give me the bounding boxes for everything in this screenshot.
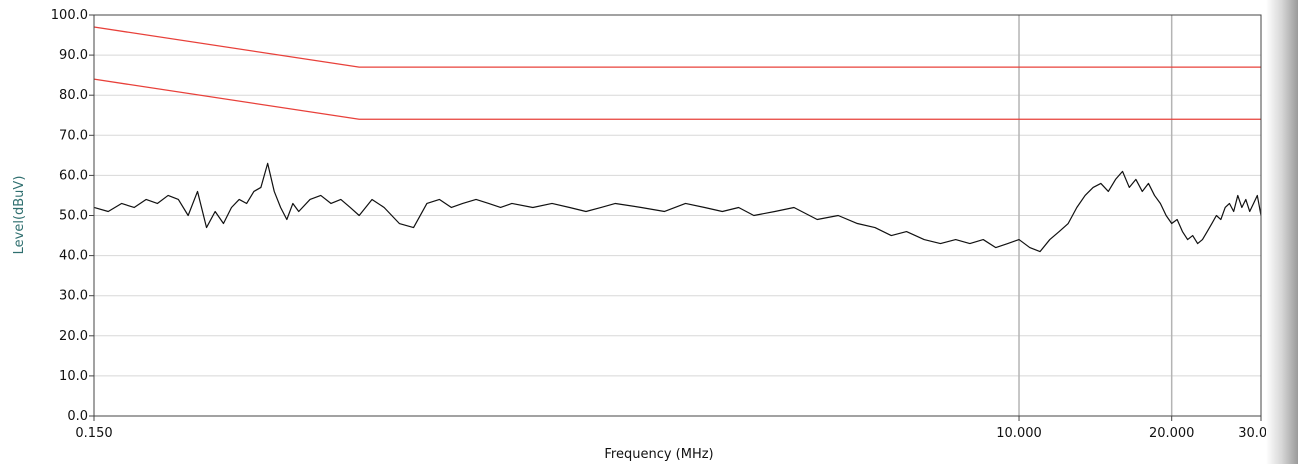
- x-tick-label: 10.000: [996, 426, 1042, 441]
- y-tick-label: 10.0: [59, 369, 88, 384]
- x-tick-label: 0.150: [75, 426, 112, 441]
- y-axis-title: Level(dBuV): [12, 176, 27, 255]
- limit-line-0: [93, 26, 1261, 68]
- x-axis-title: Frequency (MHz): [604, 447, 713, 462]
- y-tick-label: 60.0: [59, 168, 88, 183]
- measurement-trace: [93, 162, 1262, 253]
- limit-line-1: [93, 78, 1261, 120]
- y-tick-label: 70.0: [59, 128, 88, 143]
- y-tick-label: 40.0: [59, 249, 88, 264]
- right-edge-shadow: [1266, 0, 1298, 464]
- y-tick-label: 100.0: [51, 8, 88, 23]
- y-tick-label: 20.0: [59, 329, 88, 344]
- y-tick-label: 30.0: [59, 289, 88, 304]
- y-tick-label: 90.0: [59, 48, 88, 63]
- y-tick-label: 0.0: [67, 409, 88, 424]
- y-tick-label: 50.0: [59, 209, 88, 224]
- y-tick-label: 80.0: [59, 88, 88, 103]
- x-tick-label: 20.000: [1149, 426, 1195, 441]
